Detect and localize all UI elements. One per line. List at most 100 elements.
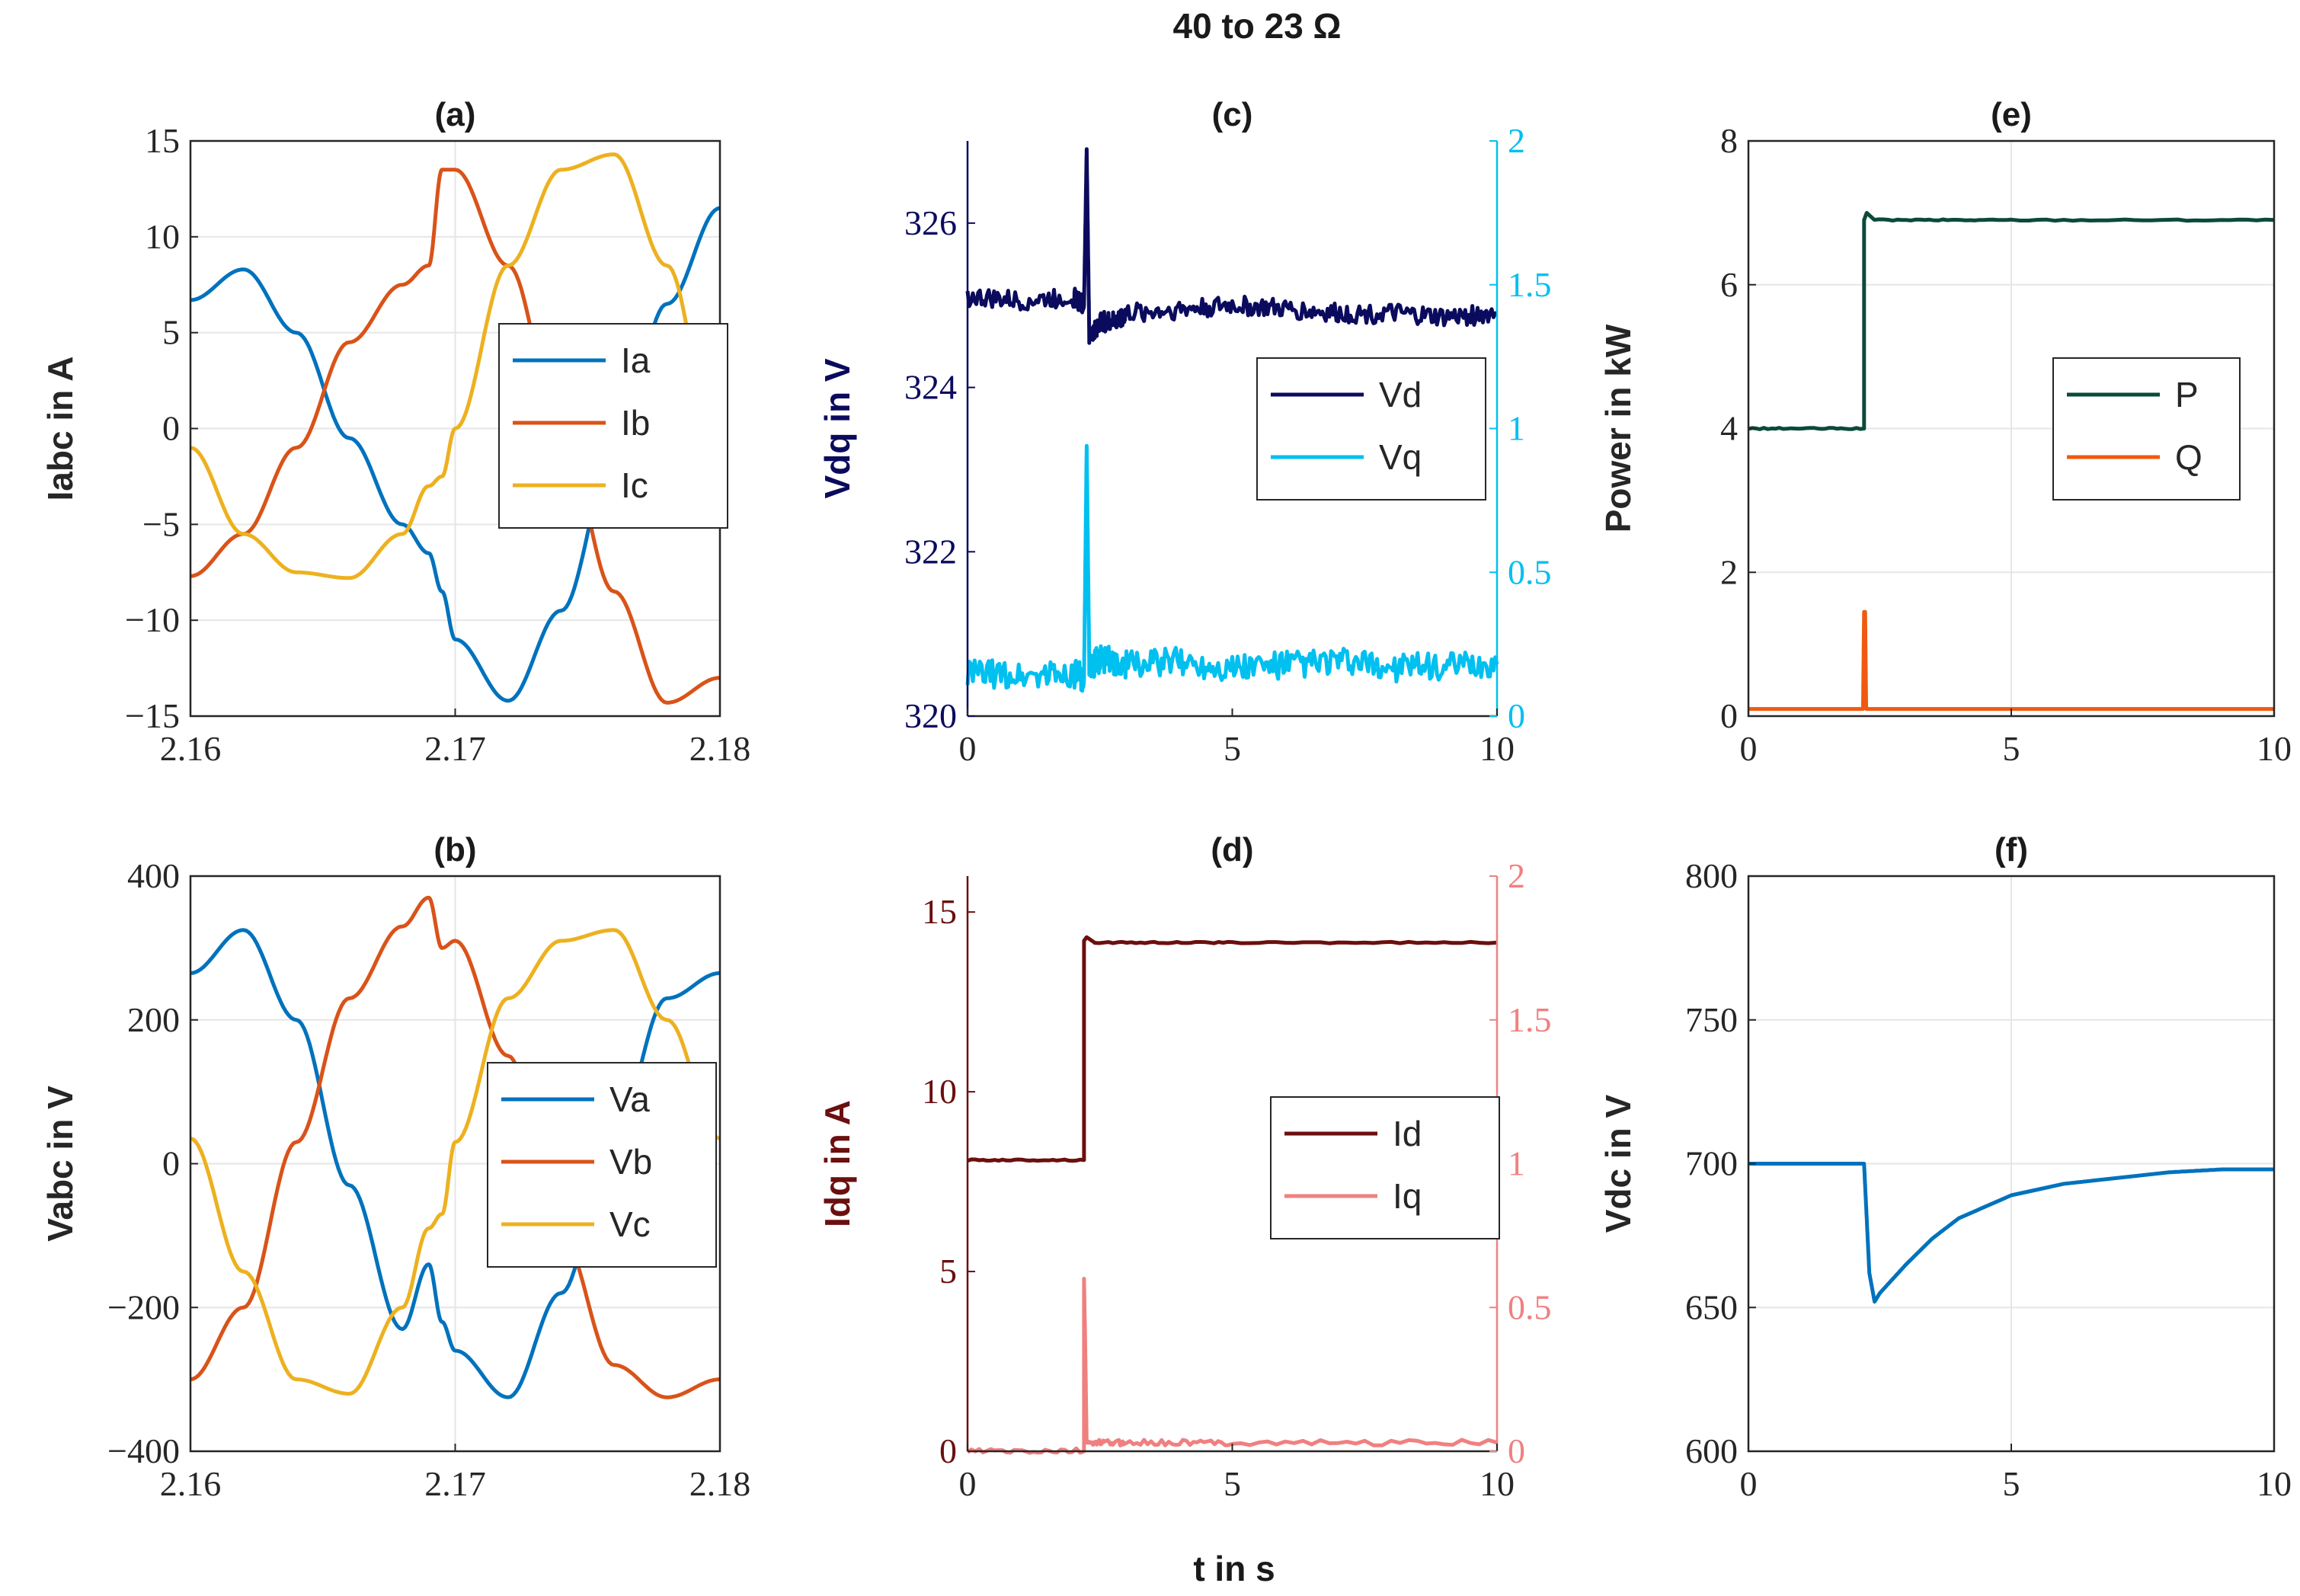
x-tick-label: 2.16 bbox=[160, 1464, 222, 1503]
y-tick-label: 15 bbox=[145, 121, 180, 160]
y-tick-label: 0 bbox=[162, 409, 180, 448]
legend-label: Id bbox=[1393, 1114, 1422, 1153]
x-tick-label: 10 bbox=[2257, 729, 2292, 768]
x-tick-label: 10 bbox=[1479, 729, 1515, 768]
legend-label: Vb bbox=[609, 1142, 652, 1182]
panel-title: (c) bbox=[1212, 96, 1253, 133]
x-tick-label: 2.17 bbox=[424, 729, 486, 768]
y-axis-label: Power in kW bbox=[1598, 324, 1638, 533]
y2-tick-label: 0 bbox=[1508, 1431, 1525, 1470]
legend-box bbox=[2052, 357, 2241, 501]
y-tick-label: 0 bbox=[1720, 696, 1738, 735]
series-line-ic bbox=[190, 152, 721, 581]
y-tick-label: −15 bbox=[125, 696, 180, 735]
y2-tick-label: 0.5 bbox=[1508, 1287, 1552, 1326]
legend-label: Vq bbox=[1379, 437, 1422, 477]
y-tick-label: 8 bbox=[1720, 121, 1738, 160]
y2-tick-label: 2 bbox=[1508, 856, 1525, 895]
series-line-vq bbox=[965, 443, 1499, 693]
y-tick-label: 5 bbox=[162, 313, 180, 352]
x-tick-label: 0 bbox=[1740, 1464, 1758, 1503]
panel-a: 2.16 2.17 2.18 −15 −10 −5 0 5 10 15 (a) Iabc in A Ia… bbox=[40, 96, 750, 768]
panel-title: (e) bbox=[1991, 96, 2032, 133]
series-line-ib bbox=[190, 168, 721, 705]
legend-label: Iq bbox=[1393, 1176, 1422, 1216]
legend-label: Q bbox=[2175, 437, 2202, 477]
y-tick-label: 5 bbox=[939, 1252, 957, 1291]
x-tick-label: 2.17 bbox=[424, 1464, 486, 1503]
y2-tick-label: 0.5 bbox=[1508, 552, 1552, 591]
x-tick-label: 10 bbox=[2257, 1464, 2292, 1503]
figure-xlabel: t in s bbox=[1193, 1549, 1275, 1588]
legend-box bbox=[498, 323, 728, 529]
x-tick-label: 0 bbox=[959, 1464, 977, 1503]
series-line-vb bbox=[190, 895, 721, 1399]
y-tick-label: 0 bbox=[162, 1144, 180, 1183]
y2-tick-label: 1.5 bbox=[1508, 265, 1552, 304]
y-tick-label: −5 bbox=[142, 504, 180, 543]
series-line-vd bbox=[965, 147, 1498, 345]
legend-label: Ib bbox=[621, 403, 650, 443]
y-tick-label: 324 bbox=[904, 368, 957, 407]
x-tick-label: 5 bbox=[2003, 1464, 2020, 1503]
panel-c: 0 5 10 320 322 324 326 0 0.5 1 1.5 2 (c) Vdq in V Vd Vq bbox=[817, 96, 1552, 768]
series-line-q bbox=[1748, 609, 2274, 712]
x-tick-label: 2.18 bbox=[689, 729, 751, 768]
y-tick-label: 10 bbox=[145, 217, 180, 256]
x-tick-label: 5 bbox=[1224, 1464, 1241, 1503]
x-tick-label: 2.16 bbox=[160, 729, 222, 768]
y-tick-label: −200 bbox=[107, 1287, 180, 1326]
legend-label: Vd bbox=[1379, 375, 1422, 414]
y-tick-label: −10 bbox=[125, 600, 180, 639]
y-tick-label: 10 bbox=[922, 1072, 957, 1111]
y-tick-label: −400 bbox=[107, 1431, 180, 1470]
panel-title: (f) bbox=[1995, 831, 2028, 868]
y-tick-label: 200 bbox=[127, 1000, 180, 1039]
x-tick-label: 5 bbox=[1224, 729, 1241, 768]
y-tick-label: 0 bbox=[939, 1431, 957, 1470]
y-tick-label: 15 bbox=[922, 892, 957, 931]
series-line-vc bbox=[190, 928, 721, 1396]
y-tick-label: 2 bbox=[1720, 552, 1738, 591]
y-axis-label: Iabc in A bbox=[40, 357, 80, 501]
figure-suptitle: 40 to 23 Ω bbox=[1173, 6, 1342, 46]
y-tick-label: 800 bbox=[1685, 856, 1738, 895]
y-axis-label: Vabc in V bbox=[40, 1086, 80, 1242]
legend-label: Ia bbox=[621, 341, 651, 380]
y-axis-label: Vdq in V bbox=[817, 358, 857, 498]
panel-title: (d) bbox=[1211, 831, 1253, 868]
legend-box bbox=[487, 1062, 717, 1268]
series-line-iq bbox=[966, 1277, 1498, 1455]
y2-tick-label: 1.5 bbox=[1508, 1000, 1552, 1039]
x-tick-label: 5 bbox=[2003, 729, 2020, 768]
series-line-id bbox=[967, 935, 1498, 1163]
legend-label: Vc bbox=[609, 1204, 651, 1244]
panel-title: (b) bbox=[433, 831, 476, 868]
panel-b: 2.16 2.17 2.18 −400 −200 0 200 400 (b) Vabc in V V… bbox=[40, 831, 750, 1503]
legend-label: Ic bbox=[621, 465, 648, 505]
y2-tick-label: 1 bbox=[1508, 409, 1525, 448]
y2-tick-label: 1 bbox=[1508, 1144, 1525, 1183]
legend-box bbox=[1256, 357, 1486, 501]
panel-e: 0 5 10 0 2 4 6 8 (e) Power in kW PQ bbox=[1598, 96, 2292, 768]
legend-label: P bbox=[2175, 375, 2199, 414]
y-tick-label: 750 bbox=[1685, 1000, 1738, 1039]
y-tick-label: 320 bbox=[904, 696, 957, 735]
y-tick-label: 322 bbox=[904, 532, 957, 571]
legend-label: Va bbox=[609, 1079, 650, 1119]
y-tick-label: 326 bbox=[904, 203, 957, 242]
y-tick-label: 4 bbox=[1720, 409, 1738, 448]
y-axis-label: Idq in A bbox=[817, 1100, 857, 1227]
y2-tick-label: 2 bbox=[1508, 121, 1525, 160]
y-tick-label: 600 bbox=[1685, 1431, 1738, 1470]
x-tick-label: 10 bbox=[1479, 1464, 1515, 1503]
legend-box bbox=[1270, 1096, 1500, 1239]
x-tick-label: 0 bbox=[1740, 729, 1758, 768]
series-line-vdc bbox=[1748, 1162, 2275, 1304]
y-tick-label: 400 bbox=[127, 856, 180, 895]
panel-f: 0 5 10 600 650 700 750 800 (f) Vdc in V bbox=[1598, 831, 2292, 1503]
panel-title: (a) bbox=[435, 96, 476, 133]
y-axis-label: Vdc in V bbox=[1598, 1094, 1638, 1233]
series-line-p bbox=[1748, 210, 2275, 431]
